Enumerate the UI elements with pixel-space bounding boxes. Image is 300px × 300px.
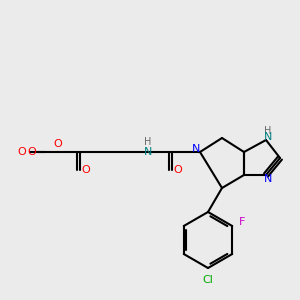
Text: O: O bbox=[54, 139, 62, 149]
Text: N: N bbox=[144, 147, 152, 157]
Text: F: F bbox=[239, 217, 245, 227]
Text: H: H bbox=[264, 126, 272, 136]
Text: N: N bbox=[264, 132, 272, 142]
Text: N: N bbox=[192, 144, 200, 154]
Text: H: H bbox=[144, 137, 152, 147]
Text: Cl: Cl bbox=[202, 275, 213, 285]
Text: O: O bbox=[82, 165, 90, 175]
Text: O: O bbox=[174, 165, 182, 175]
Text: O: O bbox=[28, 147, 36, 157]
Text: O: O bbox=[18, 147, 26, 157]
Text: N: N bbox=[264, 174, 272, 184]
